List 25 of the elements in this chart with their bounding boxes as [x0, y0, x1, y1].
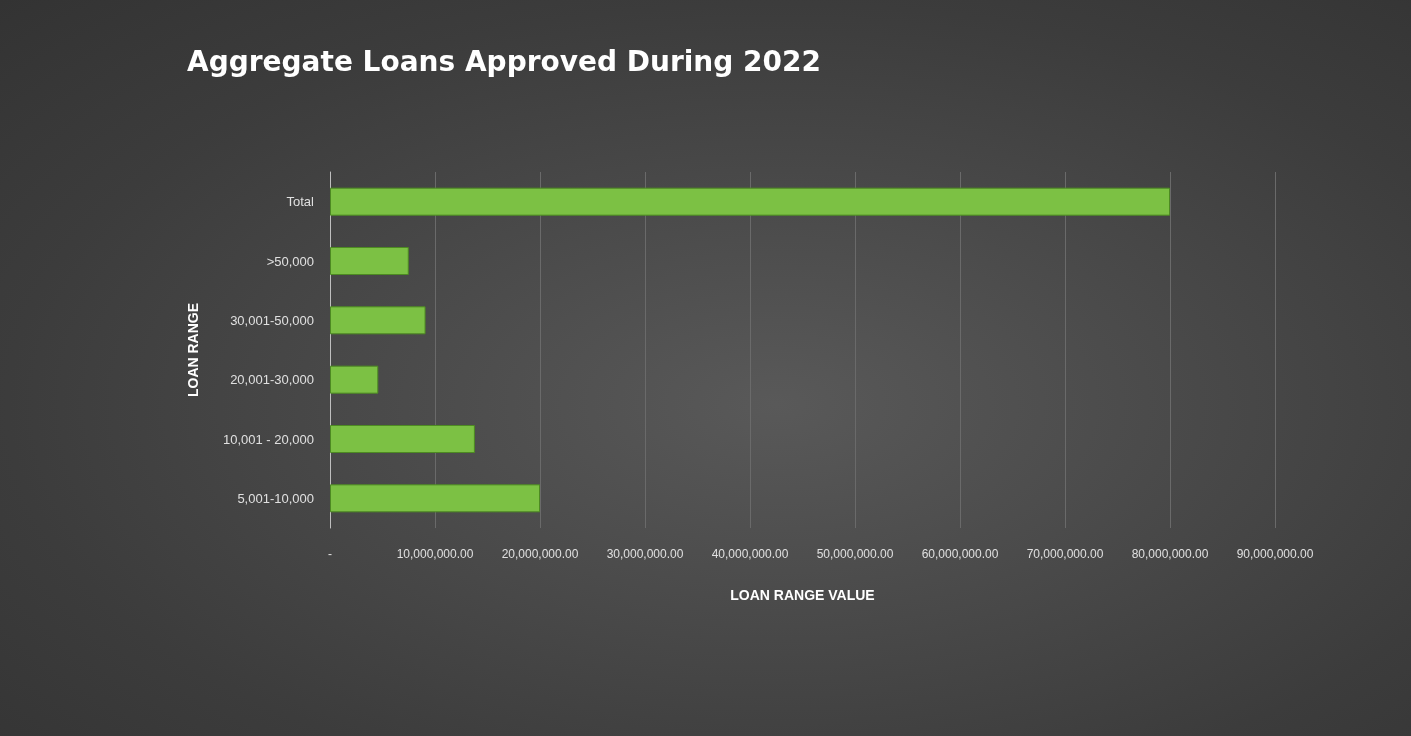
y-tick-label: 5,001-10,000 — [237, 490, 314, 506]
y-tick-label: >50,000 — [266, 253, 314, 269]
y-tick-label: 20,001-30,000 — [230, 372, 314, 388]
x-tick-label: 30,000,000.00 — [606, 547, 684, 561]
x-axis-title: LOAN RANGE VALUE — [730, 587, 875, 603]
y-axis-title: LOAN RANGE — [185, 302, 201, 398]
y-tick-label: 30,001-50,000 — [230, 312, 314, 328]
x-tick-label: 80,000,000.00 — [1131, 547, 1209, 561]
bar — [330, 306, 426, 335]
x-tick-label: - — [328, 547, 332, 561]
x-tick-label: 70,000,000.00 — [1026, 547, 1104, 561]
x-tick-label: 90,000,000.00 — [1236, 547, 1314, 561]
x-tick-label: 20,000,000.00 — [501, 547, 579, 561]
x-tick-label: 40,000,000.00 — [711, 547, 789, 561]
y-tick-label: 10,001 - 20,000 — [222, 431, 314, 447]
bar — [330, 187, 1170, 216]
bar — [330, 247, 409, 275]
bar — [330, 425, 475, 453]
y-tick-label: Total — [286, 194, 315, 210]
x-tick-label: 50,000,000.00 — [816, 547, 894, 561]
chart-title: Aggregate Loans Approved During 2022 — [187, 44, 822, 78]
x-tick-label: 60,000,000.00 — [921, 547, 999, 561]
x-tick-label: 10,000,000.00 — [396, 547, 474, 561]
bar — [330, 484, 540, 513]
bar — [330, 365, 379, 394]
